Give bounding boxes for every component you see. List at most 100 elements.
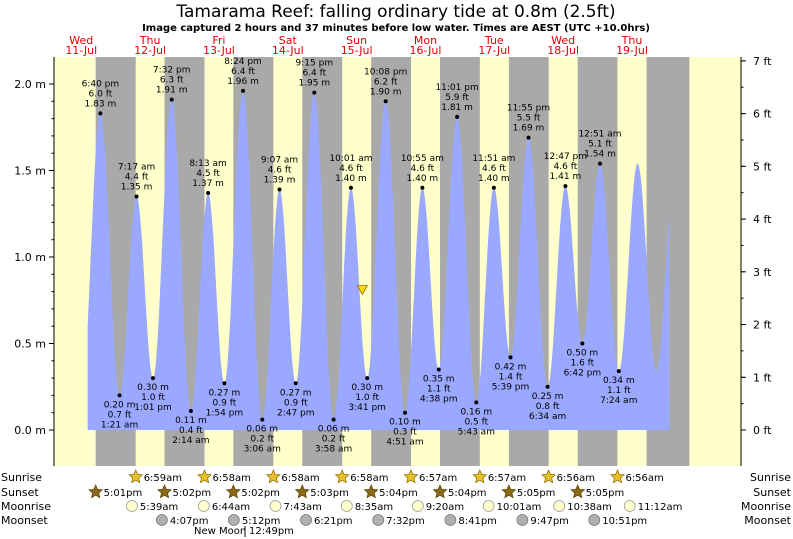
tide-time-label: 3:41 pm <box>348 403 386 413</box>
moonrise-time: 10:38am <box>567 502 612 513</box>
left-tick-label: 1.0 m <box>14 251 46 264</box>
tide-ft-label: 6.4 ft <box>302 69 326 79</box>
tide-m-label: 0.25 m <box>532 392 564 402</box>
sunset-icon <box>225 484 241 499</box>
sunrise-time: 6:57am <box>419 473 457 484</box>
moonrise-time: 10:01am <box>497 502 542 513</box>
sunset-icon <box>501 484 517 499</box>
tide-point <box>293 381 298 386</box>
tide-ft-label: 0.2 ft <box>250 435 274 445</box>
moonrise-icon <box>197 500 210 512</box>
moonset-time: 4:07pm <box>170 516 209 527</box>
tide-point <box>526 135 531 140</box>
moonset-icon <box>588 514 601 526</box>
day-weekday: Thu <box>621 34 643 47</box>
tide-point <box>169 97 174 102</box>
tide-point <box>563 184 568 189</box>
moonrise-icon <box>340 500 353 512</box>
tide-time-label: 11:51 am <box>472 154 515 164</box>
tide-ft-label: 0.2 ft <box>322 435 346 445</box>
tide-time-label: 1:54 pm <box>206 408 244 418</box>
tide-m-label: 0.50 m <box>567 349 599 359</box>
moonset-time: 5:12pm <box>242 516 281 527</box>
tide-m-label: 0.20 m <box>104 400 136 410</box>
tide-point <box>331 417 336 422</box>
tide-time-label: 3:06 am <box>244 445 281 455</box>
sunrise-icon <box>128 469 144 484</box>
right-tick-label: 7 ft <box>753 55 772 68</box>
tide-area <box>87 91 670 430</box>
tide-point <box>402 410 407 415</box>
sunrise-icon <box>472 469 488 484</box>
tide-time-label: 12:47 pm <box>544 152 587 162</box>
moonset-row-label-right: Moonset <box>744 514 791 527</box>
tide-ft-label: 0.7 ft <box>108 410 132 420</box>
tide-ft-label: 5.5 ft <box>517 114 541 124</box>
moonset-icon <box>227 514 240 526</box>
tide-m-label: 1.91 m <box>156 86 188 96</box>
tide-m-label: 0.27 m <box>280 388 312 398</box>
tide-time-label: 2:47 pm <box>277 408 315 418</box>
new-moon-time: 12:49pm <box>249 526 294 537</box>
tide-ft-label: 1.4 ft <box>499 372 523 382</box>
tide-m-label: 1.40 m <box>407 174 439 184</box>
sunrise-time: 6:58am <box>281 473 319 484</box>
tide-ft-label: 4.6 ft <box>411 164 435 174</box>
tide-ft-label: 6.3 ft <box>160 76 184 86</box>
tide-m-label: 1.81 m <box>441 103 473 113</box>
sunrise-time: 6:56am <box>625 473 663 484</box>
tide-point <box>117 393 122 398</box>
day-date: 17-Jul <box>478 44 510 57</box>
tide-m-label: 0.42 m <box>495 362 527 372</box>
tide-time-label: 11:55 pm <box>507 104 550 114</box>
moonset-time: 10:51pm <box>602 516 647 527</box>
tide-time-label: 10:08 pm <box>364 67 407 77</box>
tide-ft-label: 0.5 ft <box>464 417 488 427</box>
sunrise-icon <box>197 469 213 484</box>
tide-time-label: 7:17 am <box>118 162 155 172</box>
tide-time-label: 1:01 pm <box>134 403 172 413</box>
current-tide-marker <box>356 285 369 296</box>
tide-ft-label: 6.0 ft <box>89 89 113 99</box>
moonset-icon <box>444 514 457 526</box>
moonset-time: 6:21pm <box>314 516 353 527</box>
tide-point <box>241 88 246 93</box>
tide-point <box>312 90 317 95</box>
sunrise-icon <box>403 469 419 484</box>
tide-point <box>491 185 496 190</box>
moonrise-icon <box>411 500 424 512</box>
sunrise-row-label-right: Sunrise <box>750 471 791 484</box>
new-moon-label: New Moon <box>194 526 246 537</box>
tide-ft-label: 1.1 ft <box>427 384 451 394</box>
tide-m-label: 1.41 m <box>550 172 582 182</box>
moonrise-icon <box>623 500 636 512</box>
tide-time-label: 7:24 am <box>600 396 637 406</box>
sunrise-time: 6:57am <box>488 473 526 484</box>
sunrise-icon <box>334 469 350 484</box>
tide-time-label: 8:13 am <box>189 159 226 169</box>
tide-m-label: 1.40 m <box>335 174 367 184</box>
tide-ft-label: 1.0 ft <box>141 393 165 403</box>
tide-m-label: 0.30 m <box>351 383 383 393</box>
tide-m-label: 1.39 m <box>264 176 296 186</box>
sunset-row-label-left: Sunset <box>1 486 39 499</box>
tide-time-label: 3:58 am <box>315 445 352 455</box>
tide-time-label: 5:39 pm <box>492 382 530 392</box>
sunset-time: 5:04pm <box>379 488 418 499</box>
tide-ft-label: 0.9 ft <box>284 398 308 408</box>
sunset-time: 5:02pm <box>241 488 280 499</box>
tide-ft-label: 0.9 ft <box>213 398 237 408</box>
tide-curve <box>87 91 670 430</box>
tide-time-label: 11:01 pm <box>435 83 478 93</box>
tide-point <box>436 367 441 372</box>
tide-point <box>260 417 265 422</box>
moonrise-row-label-right: Moonrise <box>741 500 791 513</box>
tide-ft-label: 4.6 ft <box>268 166 292 176</box>
sunset-time: 5:05pm <box>517 488 556 499</box>
moonrise-time: 8:35am <box>355 502 393 513</box>
day-weekday: Sun <box>346 34 367 47</box>
day-date: 19-Jul <box>616 44 648 57</box>
tide-time-label: 6:40 pm <box>82 79 120 89</box>
right-tick-label: 2 ft <box>753 319 772 332</box>
